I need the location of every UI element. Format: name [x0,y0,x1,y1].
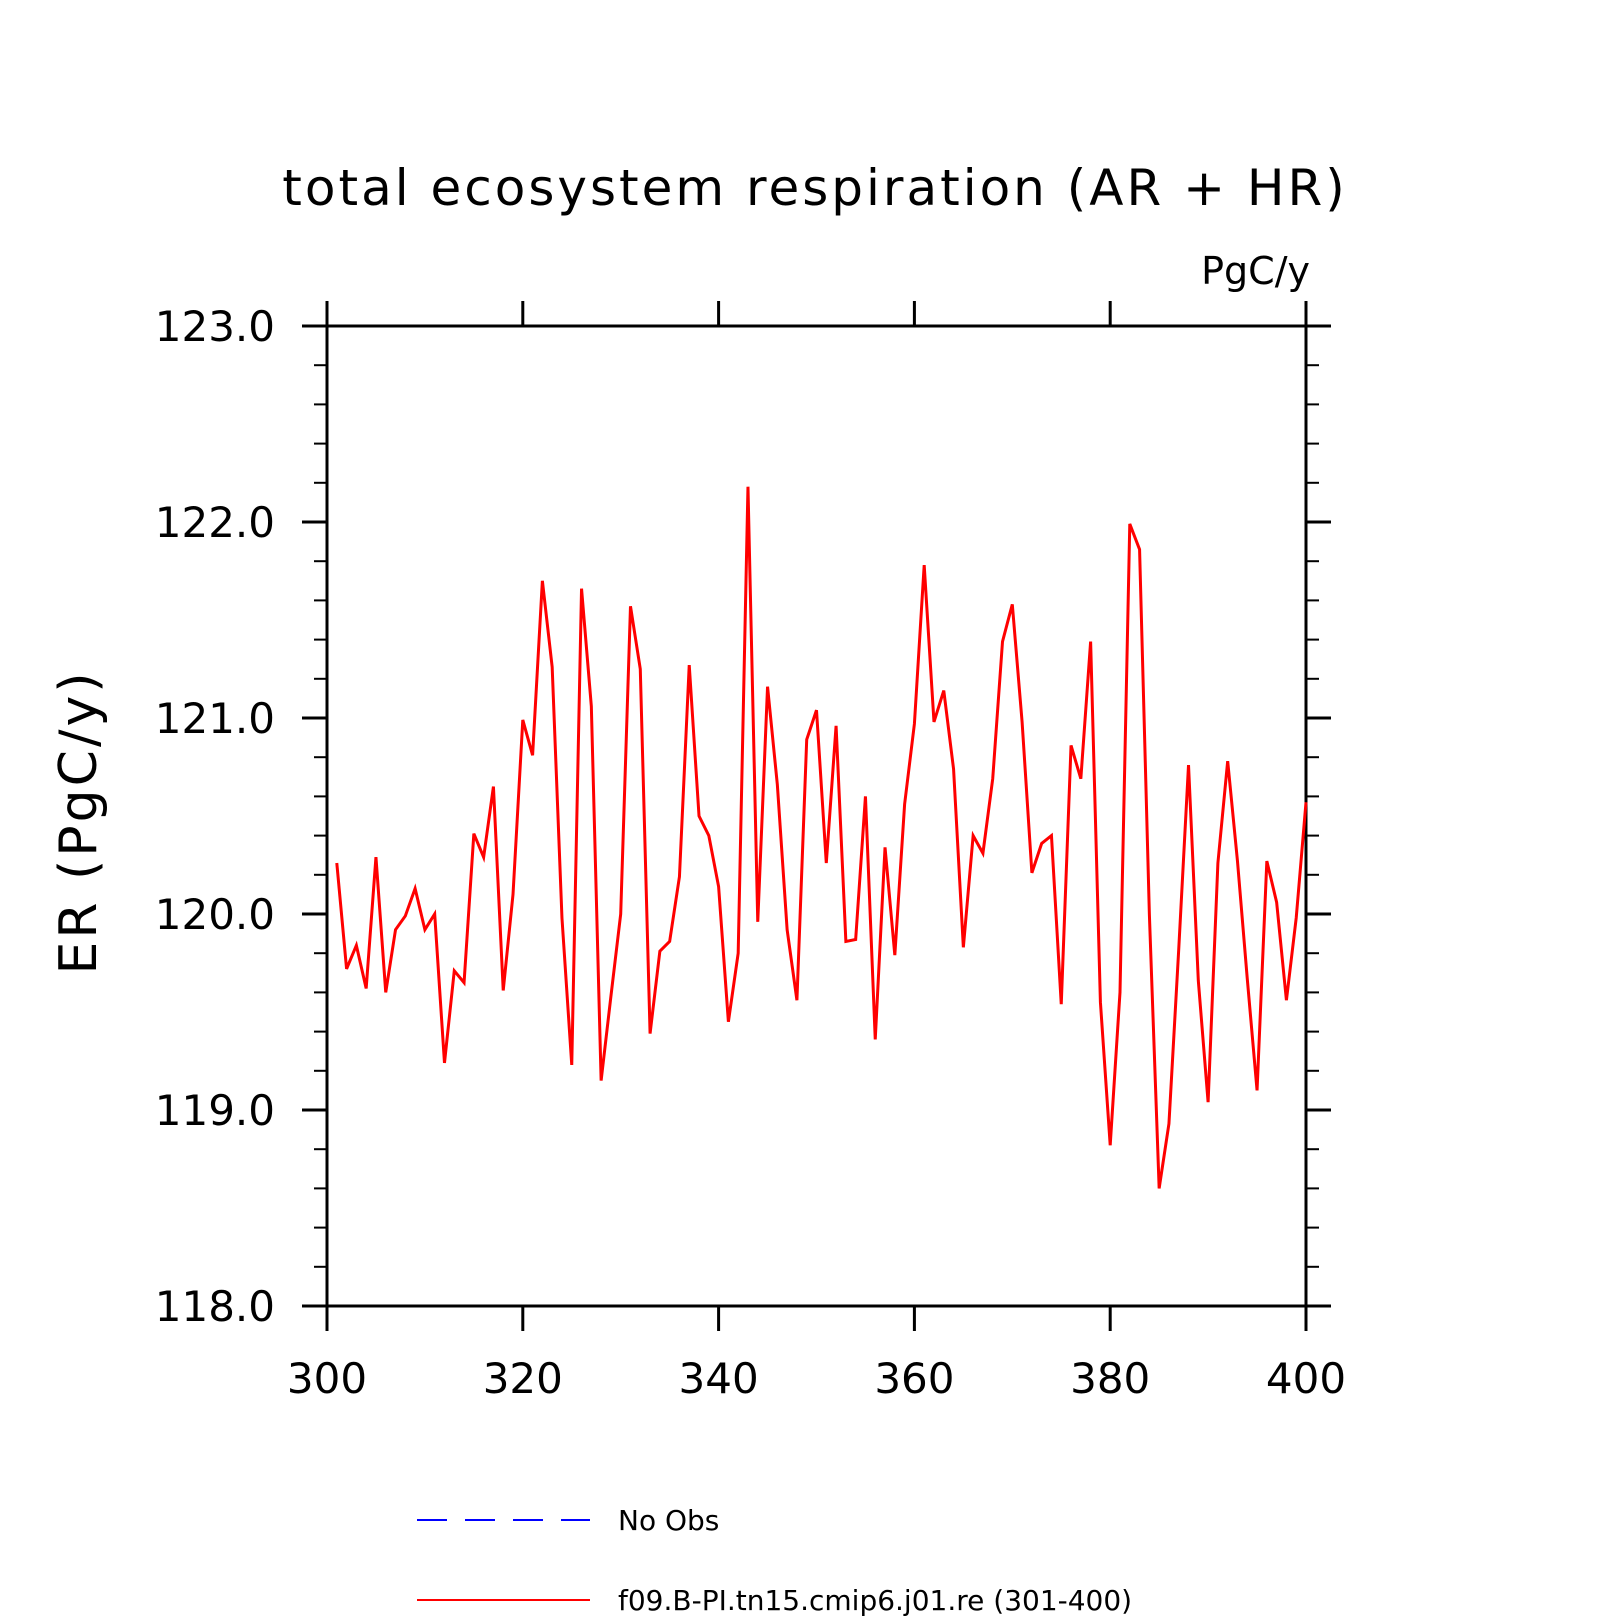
x-tick-label: 380 [1070,1354,1150,1403]
y-tick-label: 118.0 [155,1282,275,1331]
y-tick-label: 119.0 [155,1086,275,1135]
y-tick-label: 121.0 [155,694,275,743]
units-label: PgC/y [1201,249,1310,293]
chart-title: total ecosystem respiration (AR + HR) [282,159,1347,217]
y-tick-label: 120.0 [155,890,275,939]
x-tick-label: 300 [287,1354,367,1403]
x-tick-label: 400 [1266,1354,1346,1403]
series-line [335,486,1308,1189]
x-tick-label: 360 [874,1354,954,1403]
x-tick-label: 340 [679,1354,759,1403]
y-tick-label: 122.0 [155,498,275,547]
axis-tick-labels: 300 320 340 360 380 400 118.0 119.0 120.0 121.0 12… [155,302,1346,1403]
y-axis-label: ER (PgC/y) [49,669,109,974]
axis-ticks [302,301,1331,1331]
series-layer [335,486,1308,1189]
legend: No Obs f09.B-PI.tn15.cmip6.j01.re (301-40… [417,1504,1132,1617]
y-tick-label: 123.0 [155,302,275,351]
x-tick-label: 320 [483,1354,563,1403]
legend-label: f09.B-PI.tn15.cmip6.j01.re (301-400) [618,1584,1132,1617]
legend-label: No Obs [618,1504,719,1537]
